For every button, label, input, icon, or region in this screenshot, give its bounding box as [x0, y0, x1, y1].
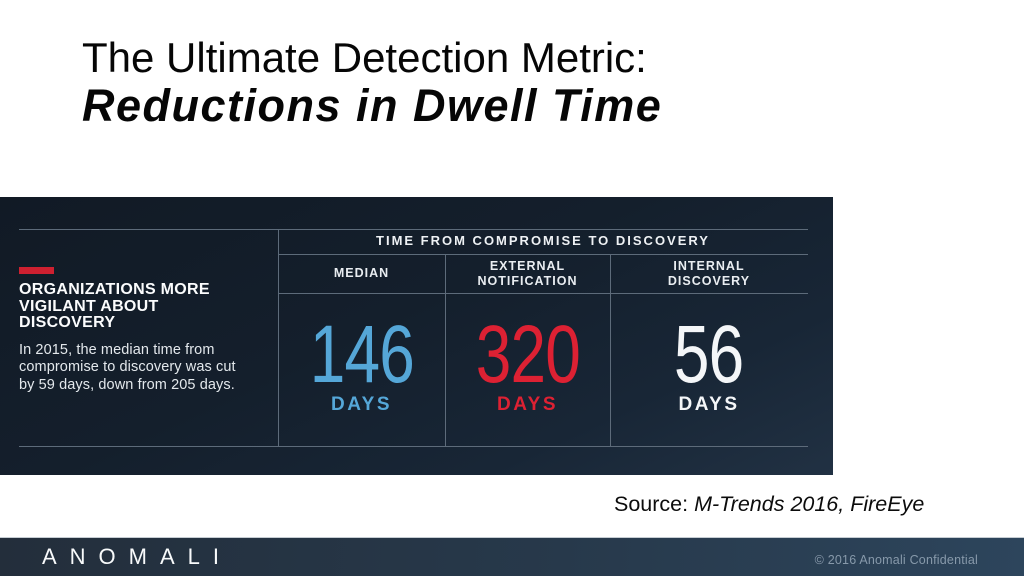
column-header-external-notification: EXTERNAL NOTIFICATION [445, 255, 610, 292]
column-header-line: INTERNAL [673, 258, 745, 273]
source-label: Source: [614, 492, 695, 516]
divider-col-2-3 [610, 254, 611, 447]
stat-value-external: 320 [475, 309, 580, 400]
column-header-median: MEDIAN [278, 255, 445, 292]
divider-top [19, 229, 808, 230]
summary-body-line: by 59 days, down from 205 days. [19, 376, 235, 393]
summary-heading-line: ORGANIZATIONS MORE [19, 281, 210, 298]
summary-body-line: In 2015, the median time from [19, 341, 215, 358]
vigilance-summary: ORGANIZATIONS MORE VIGILANT ABOUT DISCOV… [19, 267, 271, 394]
stat-unit-internal: DAYS [678, 394, 740, 415]
divider-bottom [19, 446, 808, 447]
summary-heading: ORGANIZATIONS MORE VIGILANT ABOUT DISCOV… [19, 281, 271, 332]
title-line-1: The Ultimate Detection Metric: [82, 34, 647, 81]
source-citation: M-Trends 2016, FireEye [694, 492, 925, 516]
stat-unit-external: DAYS [496, 394, 559, 415]
source-attribution: Source: M-Trends 2016, FireEye [614, 492, 924, 517]
dwell-time-infographic: ORGANIZATIONS MORE VIGILANT ABOUT DISCOV… [0, 197, 833, 475]
column-header-line: NOTIFICATION [477, 273, 578, 288]
divider-col-1-2 [445, 254, 446, 447]
summary-body: In 2015, the median time from compromise… [19, 342, 271, 395]
divider-left-section [278, 229, 279, 447]
column-header-line: EXTERNAL [489, 258, 566, 273]
stat-unit-median: DAYS [330, 394, 393, 415]
summary-body-line: compromise to discovery was cut [19, 359, 236, 375]
divider-under-column-headers [278, 293, 808, 294]
column-header-line: MEDIAN [333, 266, 390, 280]
anomali-logo: ANOMALI [42, 544, 233, 569]
column-header-internal-discovery: INTERNAL DISCOVERY [610, 255, 808, 292]
stat-external-notification-days: 320 DAYS [445, 294, 610, 446]
footer-bar: ANOMALI © 2016 Anomali Confidential [0, 537, 1024, 576]
copyright-notice: © 2016 Anomali Confidential [814, 553, 978, 567]
stat-median-days: 146 DAYS [278, 294, 445, 446]
column-header-line: DISCOVERY [667, 273, 751, 288]
divider-under-table-title [278, 254, 808, 255]
summary-heading-line: DISCOVERY [19, 314, 116, 331]
title-line-2: Reductions in Dwell Time [82, 80, 663, 131]
page-title: The Ultimate Detection Metric: Reduction… [82, 34, 662, 130]
table-title: TIME FROM COMPROMISE TO DISCOVERY [376, 233, 710, 248]
red-accent-bar [19, 267, 54, 274]
stat-value-internal: 56 [674, 309, 744, 400]
stat-internal-discovery-days: 56 DAYS [610, 294, 808, 446]
stat-value-median: 146 [309, 309, 414, 400]
summary-heading-line: VIGILANT ABOUT [19, 297, 159, 315]
